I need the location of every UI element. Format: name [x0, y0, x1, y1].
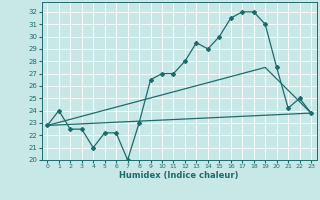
X-axis label: Humidex (Indice chaleur): Humidex (Indice chaleur) — [119, 171, 239, 180]
